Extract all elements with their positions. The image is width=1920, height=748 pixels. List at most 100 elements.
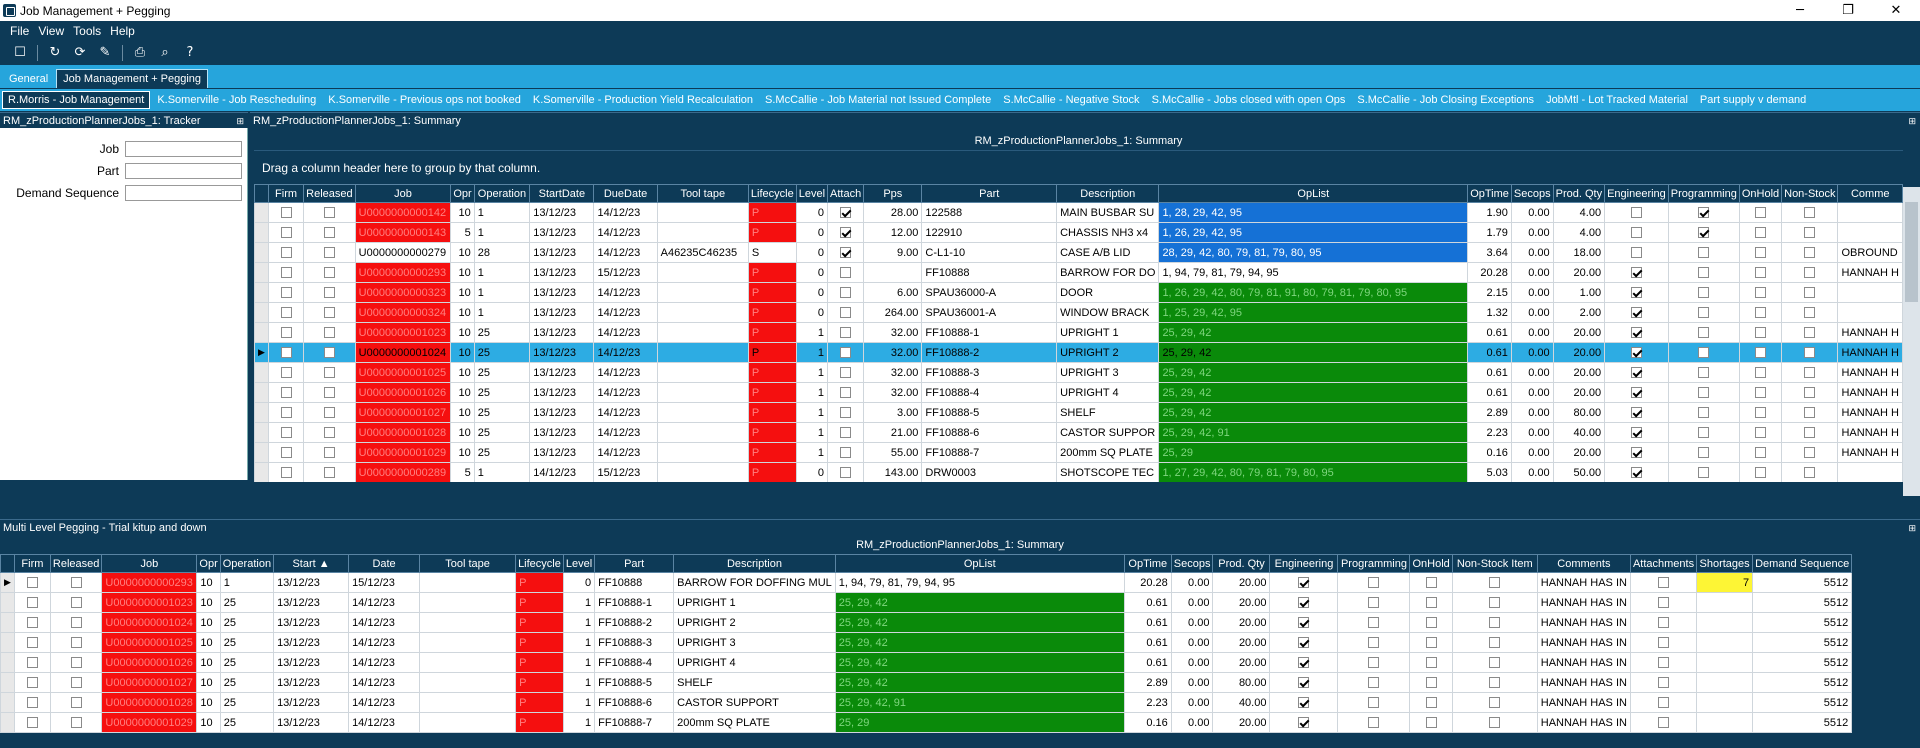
column-header-attachments[interactable]: Attachments bbox=[1629, 554, 1698, 573]
checkbox[interactable] bbox=[70, 617, 82, 629]
checkbox[interactable] bbox=[280, 327, 292, 339]
checkbox[interactable] bbox=[26, 717, 38, 729]
column-header-opr[interactable]: Opr bbox=[196, 554, 221, 573]
checkbox[interactable] bbox=[323, 347, 335, 359]
table-row[interactable]: U0000000001025 10 25 13/12/23 14/12/23 P 1 32.0… bbox=[254, 362, 1903, 383]
checkbox-checked[interactable] bbox=[1630, 387, 1642, 399]
checkbox-checked[interactable] bbox=[1630, 287, 1642, 299]
checkbox[interactable] bbox=[1698, 387, 1710, 399]
job-cell[interactable]: U0000000000293 bbox=[354, 262, 452, 283]
checkbox[interactable] bbox=[1698, 447, 1710, 459]
job-field[interactable] bbox=[125, 141, 242, 157]
column-header-demand-sequence[interactable]: Demand Sequence bbox=[1752, 554, 1853, 573]
print-icon[interactable]: ⎙ bbox=[134, 45, 146, 60]
table-row[interactable]: U0000000000324 10 1 13/12/23 14/12/23 P 0 264.0… bbox=[254, 302, 1903, 323]
checkbox[interactable] bbox=[1754, 207, 1766, 219]
checkbox[interactable] bbox=[1425, 697, 1437, 709]
subtab-negative-stock[interactable]: S.McCallie - Negative Stock bbox=[1003, 94, 1140, 106]
checkbox[interactable] bbox=[1804, 387, 1816, 399]
checkbox[interactable] bbox=[1630, 227, 1642, 239]
demand-sequence-field[interactable] bbox=[125, 185, 242, 201]
checkbox[interactable] bbox=[1425, 597, 1437, 609]
subtab-jobs-closed[interactable]: S.McCallie - Jobs closed with open Ops bbox=[1151, 94, 1346, 106]
column-header-start[interactable]: Start ▲ bbox=[273, 554, 350, 573]
job-cell[interactable]: U0000000001029 bbox=[101, 712, 198, 733]
table-row[interactable]: ▶ U0000000001024 10 25 13/12/23 14/12/23 P 1 32.… bbox=[254, 342, 1903, 363]
column-header-part[interactable]: Part bbox=[921, 184, 1058, 203]
part-field[interactable] bbox=[125, 163, 242, 179]
checkbox[interactable] bbox=[280, 347, 292, 359]
checkbox[interactable] bbox=[1489, 577, 1501, 589]
subtab-job-closing[interactable]: S.McCallie - Job Closing Exceptions bbox=[1357, 94, 1535, 106]
column-header-operation[interactable]: Operation bbox=[473, 184, 531, 203]
checkbox-checked[interactable] bbox=[1630, 467, 1642, 479]
checkbox[interactable] bbox=[70, 577, 82, 589]
column-header-operation[interactable]: Operation bbox=[219, 554, 275, 573]
table-row[interactable]: U0000000001028 10 25 13/12/23 14/12/23 P 1 21.0… bbox=[254, 422, 1903, 443]
checkbox-checked[interactable] bbox=[840, 247, 852, 259]
job-cell[interactable]: U0000000001028 bbox=[101, 692, 198, 713]
checkbox[interactable] bbox=[1658, 597, 1670, 609]
checkbox[interactable] bbox=[1658, 657, 1670, 669]
checkbox[interactable] bbox=[1804, 447, 1816, 459]
checkbox-checked[interactable] bbox=[1298, 617, 1310, 629]
table-row[interactable]: U0000000001026 10 25 13/12/23 14/12/23 P 1 FF10… bbox=[0, 652, 1853, 673]
column-header-engineering[interactable]: Engineering bbox=[1604, 184, 1669, 203]
column-header-duedate[interactable]: DueDate bbox=[593, 184, 658, 203]
column-header-prod-qty[interactable]: Prod. Qty bbox=[1552, 184, 1606, 203]
checkbox[interactable] bbox=[840, 407, 852, 419]
table-row[interactable]: U0000000000143 5 1 13/12/23 14/12/23 P 0 12.00 1… bbox=[254, 222, 1903, 243]
checkbox[interactable] bbox=[323, 407, 335, 419]
checkbox[interactable] bbox=[70, 677, 82, 689]
job-cell[interactable]: U0000000001024 bbox=[354, 342, 452, 363]
checkbox[interactable] bbox=[1754, 447, 1766, 459]
table-row[interactable]: U0000000000289 5 1 14/12/23 15/12/23 P 0 143.00… bbox=[254, 462, 1903, 483]
checkbox-checked[interactable] bbox=[1630, 327, 1642, 339]
table-row[interactable]: U0000000001023 10 25 13/12/23 14/12/23 P 1 FF10… bbox=[0, 592, 1853, 613]
checkbox[interactable] bbox=[70, 657, 82, 669]
checkbox[interactable] bbox=[1489, 597, 1501, 609]
job-cell[interactable]: U0000000001027 bbox=[354, 402, 452, 423]
checkbox[interactable] bbox=[70, 717, 82, 729]
checkbox-checked[interactable] bbox=[1630, 267, 1642, 279]
checkbox[interactable] bbox=[1368, 677, 1380, 689]
column-header-optime[interactable]: OpTime bbox=[1123, 554, 1172, 573]
checkbox-checked[interactable] bbox=[1630, 307, 1642, 319]
checkbox[interactable] bbox=[280, 307, 292, 319]
checkbox[interactable] bbox=[70, 697, 82, 709]
column-header-released[interactable]: Released bbox=[49, 554, 103, 573]
subtab-production-yield[interactable]: K.Somerville - Production Yield Recalcul… bbox=[532, 94, 754, 106]
job-cell[interactable]: U0000000000293 bbox=[101, 572, 198, 593]
checkbox[interactable] bbox=[1754, 387, 1766, 399]
job-cell[interactable]: U0000000000143 bbox=[354, 222, 452, 243]
group-by-area[interactable]: Drag a column header here to group by th… bbox=[254, 150, 1903, 184]
checkbox[interactable] bbox=[1804, 367, 1816, 379]
checkbox[interactable] bbox=[26, 597, 38, 609]
checkbox[interactable] bbox=[280, 447, 292, 459]
checkbox-checked[interactable] bbox=[1630, 447, 1642, 459]
checkbox[interactable] bbox=[1489, 657, 1501, 669]
checkbox[interactable] bbox=[1425, 717, 1437, 729]
table-row[interactable]: U0000000001028 10 25 13/12/23 14/12/23 P 1 FF10… bbox=[0, 692, 1853, 713]
checkbox[interactable] bbox=[1368, 617, 1380, 629]
checkbox[interactable] bbox=[323, 467, 335, 479]
column-header-comme[interactable]: Comme bbox=[1837, 184, 1903, 203]
checkbox[interactable] bbox=[1658, 577, 1670, 589]
checkbox[interactable] bbox=[1804, 267, 1816, 279]
checkbox-checked[interactable] bbox=[840, 227, 852, 239]
refresh-icon[interactable]: ↻ bbox=[49, 45, 61, 60]
checkbox[interactable] bbox=[1804, 347, 1816, 359]
checkbox[interactable] bbox=[1698, 427, 1710, 439]
table-row[interactable]: U0000000001024 10 25 13/12/23 14/12/23 P 1 FF10… bbox=[0, 612, 1853, 633]
checkbox[interactable] bbox=[323, 387, 335, 399]
checkbox[interactable] bbox=[1804, 467, 1816, 479]
checkbox[interactable] bbox=[1658, 617, 1670, 629]
scroll-thumb[interactable] bbox=[1905, 202, 1918, 302]
subtab-part-supply[interactable]: Part supply v demand bbox=[1699, 94, 1807, 106]
checkbox[interactable] bbox=[1754, 327, 1766, 339]
pin-icon[interactable]: ⊞ bbox=[1908, 116, 1916, 126]
column-header-date[interactable]: Date bbox=[348, 554, 421, 573]
checkbox-checked[interactable] bbox=[1630, 347, 1642, 359]
tab-job-management-pegging[interactable]: Job Management + Pegging bbox=[56, 69, 209, 88]
checkbox[interactable] bbox=[70, 637, 82, 649]
